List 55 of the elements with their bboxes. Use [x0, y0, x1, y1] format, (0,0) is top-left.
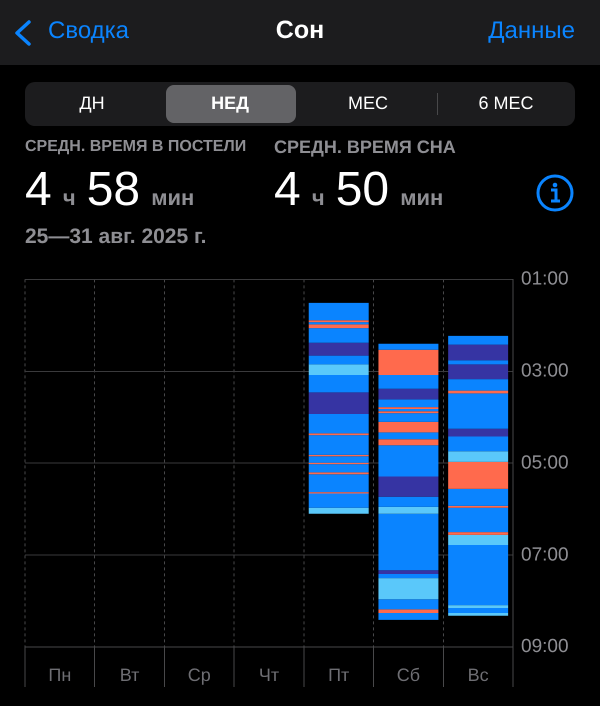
bar: [308, 302, 369, 320]
x-tick-label: Ср: [188, 664, 211, 685]
bar: [378, 496, 438, 507]
x-tick-label: Пт: [328, 664, 350, 685]
bar: [448, 393, 508, 429]
bar: [378, 439, 438, 446]
bar: [448, 436, 508, 452]
text: СРЕДН. ВРЕМЯ СНА: [274, 137, 456, 158]
bar: [448, 379, 508, 391]
bar: [378, 344, 438, 350]
x-tick-label: Пн: [48, 664, 72, 685]
bar: [448, 544, 508, 606]
y-tick-label: 01:00: [521, 268, 569, 290]
bar: [378, 506, 438, 514]
bar: [378, 399, 438, 408]
y-tick-label: 03:00: [521, 360, 569, 382]
bar: [448, 360, 508, 364]
bar: [378, 599, 438, 610]
text: НЕД: [210, 93, 250, 114]
text: Данные: [488, 17, 575, 45]
text: 4 ч 58 мин: [25, 163, 194, 216]
y-tick-label: 09:00: [521, 636, 569, 658]
x-tick-label: Сб: [396, 664, 420, 685]
bar: [378, 432, 438, 440]
bar: [448, 364, 508, 380]
bar: [308, 356, 369, 364]
text: МЕС: [347, 93, 389, 114]
chart-title: Сон: [276, 16, 324, 44]
text: Сводка: [48, 17, 130, 45]
bar: [448, 390, 508, 394]
chart-subtitle: 25—31 авг. 2025 г.: [25, 225, 206, 249]
bar: [378, 388, 438, 400]
text: СРЕДН. ВРЕМЯ В ПОСТЕЛИ: [25, 138, 246, 156]
bar: [448, 534, 508, 545]
text: ДН: [78, 93, 106, 114]
text: 6 МЕС: [477, 93, 534, 114]
bar: [378, 514, 438, 570]
x-tick-label: Вс: [468, 664, 489, 685]
bar: [448, 608, 508, 613]
bar: [378, 612, 438, 620]
bar: [448, 612, 508, 616]
bar: [378, 413, 438, 422]
bar: [308, 328, 369, 343]
bar: [308, 374, 369, 392]
bar: [448, 336, 508, 345]
y-tick-label: 05:00: [521, 452, 569, 474]
y-tick-label: 07:00: [521, 544, 569, 566]
text: 4 ч 50 мин: [274, 163, 444, 216]
bar: [378, 374, 438, 389]
bar: [378, 445, 438, 477]
x-tick-label: Чт: [258, 664, 280, 685]
x-tick-label: Вт: [120, 664, 140, 685]
bar: [378, 350, 438, 375]
bar: [378, 578, 438, 600]
bar: [378, 574, 438, 578]
